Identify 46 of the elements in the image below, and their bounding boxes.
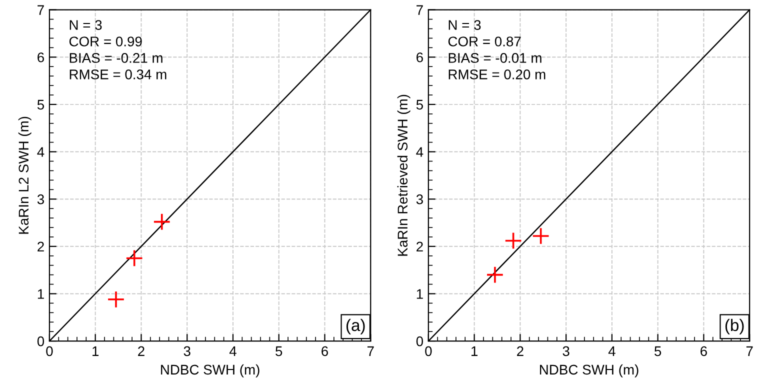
x-axis-title: NDBC SWH (m) xyxy=(540,364,638,378)
x-tick-label: 1 xyxy=(472,346,478,356)
x-tick-label: 7 xyxy=(746,346,753,356)
x-tick-label: 2 xyxy=(138,346,144,356)
x-tick-label: 2 xyxy=(517,346,524,356)
point xyxy=(107,290,125,308)
y-tick-label: 1 xyxy=(416,289,423,299)
y-axis-title: KaRIn Retrieved SWH (m) xyxy=(397,94,410,256)
y-tick-label: 3 xyxy=(37,194,44,204)
x-tick-label: 7 xyxy=(367,346,374,356)
y-tick-label: 7 xyxy=(416,5,423,15)
point xyxy=(486,266,504,284)
x-tick-label: 6 xyxy=(322,346,328,356)
y-tick-label: 2 xyxy=(416,242,423,252)
x-tick-label: 1 xyxy=(92,346,99,356)
point xyxy=(126,249,144,268)
x-tick-label: 3 xyxy=(562,346,570,356)
point xyxy=(153,212,171,231)
y-tick-label: 6 xyxy=(38,52,44,62)
annotation: N = 3 COR = 0.87 BIAS = -0.01 m RMSE = 0.20 m xyxy=(448,20,546,80)
y-axis-title: KaRIn L2 SWH (m) xyxy=(18,116,32,234)
y-tick-label: 0 xyxy=(416,336,424,346)
y-tick-label: 7 xyxy=(38,5,44,15)
y-tick-label: 4 xyxy=(37,147,44,157)
x-axis-title: NDBC SWH (m) xyxy=(161,364,260,378)
annotation: N = 3 COR = 0.99 BIAS = -0.21 m RMSE = 0.34 m xyxy=(69,20,166,80)
y-tick-label: 1 xyxy=(38,289,44,299)
x-tick-label: 6 xyxy=(700,346,707,356)
x-tick-label: 5 xyxy=(654,346,662,356)
x-tick-label: 5 xyxy=(276,346,282,356)
y-tick-label: 3 xyxy=(416,194,423,204)
x-tick-label: 4 xyxy=(229,346,236,356)
annotation: (a) xyxy=(346,318,365,334)
point xyxy=(504,232,522,250)
x-tick-label: 0 xyxy=(425,346,432,356)
x-tick-label: 4 xyxy=(608,346,616,356)
x-tick-label: 3 xyxy=(184,346,190,356)
y-tick-label: 5 xyxy=(37,100,44,110)
y-tick-label: 0 xyxy=(37,336,44,346)
y-tick-label: 5 xyxy=(416,100,423,110)
y-tick-label: 6 xyxy=(416,52,423,62)
point xyxy=(532,227,550,245)
annotation: (b) xyxy=(725,318,744,334)
y-tick-label: 4 xyxy=(416,147,424,157)
y-tick-label: 2 xyxy=(38,242,44,252)
x-tick-label: 0 xyxy=(46,346,53,356)
